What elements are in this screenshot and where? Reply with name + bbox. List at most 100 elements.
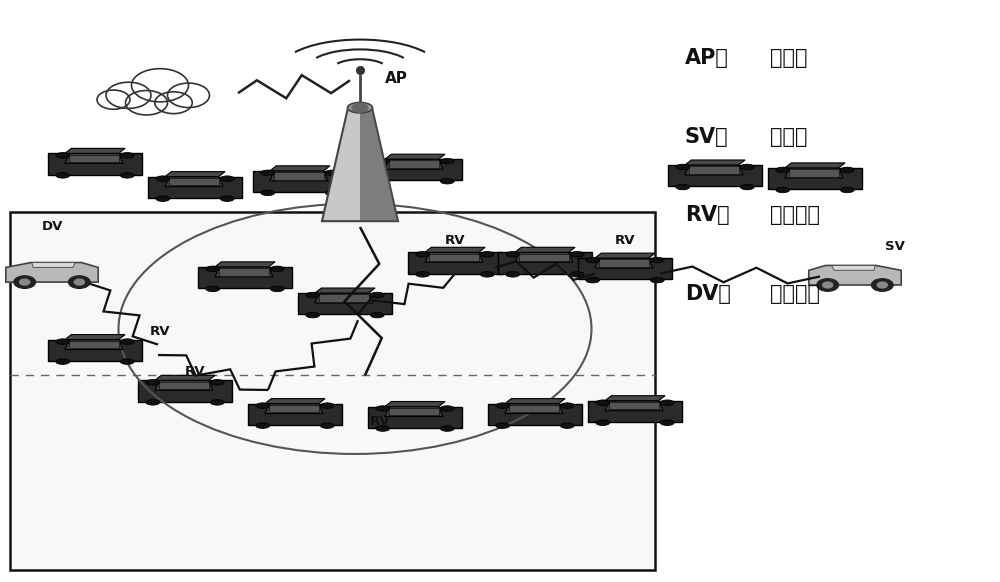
Polygon shape [429,254,479,261]
Polygon shape [425,247,485,253]
Ellipse shape [120,339,134,345]
Ellipse shape [320,423,334,428]
Text: RV: RV [185,365,205,378]
Ellipse shape [156,176,170,182]
Text: SV: SV [885,240,905,253]
Ellipse shape [220,176,234,182]
Ellipse shape [325,170,339,176]
Polygon shape [595,253,655,258]
Polygon shape [65,154,123,164]
Polygon shape [519,254,569,261]
Polygon shape [138,381,232,402]
Ellipse shape [496,403,510,409]
Ellipse shape [480,272,494,277]
Circle shape [14,276,36,289]
Text: RV: RV [445,235,465,247]
Polygon shape [578,258,672,279]
Circle shape [132,69,188,102]
Circle shape [877,282,887,288]
Ellipse shape [376,158,390,164]
Polygon shape [248,404,342,425]
Ellipse shape [560,423,574,428]
Circle shape [74,279,84,285]
Circle shape [20,279,30,285]
Text: 目的车辆: 目的车辆 [770,284,820,304]
Ellipse shape [348,102,372,113]
Polygon shape [368,159,462,180]
Polygon shape [599,260,649,267]
Ellipse shape [440,179,454,184]
Ellipse shape [506,272,520,277]
Polygon shape [155,381,213,391]
Ellipse shape [56,359,70,364]
Ellipse shape [206,266,220,272]
Ellipse shape [270,266,284,272]
Ellipse shape [506,251,520,257]
Circle shape [871,279,893,292]
Polygon shape [265,404,323,414]
Polygon shape [785,168,843,178]
Polygon shape [215,267,273,277]
Ellipse shape [120,359,134,364]
Polygon shape [509,405,559,413]
Polygon shape [385,159,443,169]
Ellipse shape [596,420,610,425]
Polygon shape [48,154,142,175]
Polygon shape [515,247,575,253]
Text: DV: DV [41,220,63,233]
Ellipse shape [210,379,224,385]
Text: AP: AP [385,71,408,86]
Ellipse shape [740,184,754,190]
Polygon shape [270,171,328,181]
Polygon shape [319,294,369,302]
Polygon shape [385,402,445,406]
Ellipse shape [56,152,70,158]
Polygon shape [65,148,125,154]
Polygon shape [685,165,743,175]
Circle shape [97,90,130,109]
Polygon shape [389,408,439,416]
Polygon shape [408,253,502,274]
Ellipse shape [660,400,674,406]
Text: 中继车辆: 中继车辆 [770,205,820,225]
Polygon shape [69,155,119,162]
Polygon shape [148,177,242,198]
Polygon shape [768,168,862,189]
Polygon shape [685,160,745,165]
Polygon shape [668,165,762,186]
Text: RV: RV [615,235,635,247]
Ellipse shape [206,286,220,292]
Text: 源车辆: 源车辆 [770,127,808,147]
Polygon shape [65,335,125,339]
Polygon shape [488,404,582,425]
Circle shape [817,279,839,292]
Ellipse shape [740,164,754,170]
Ellipse shape [376,406,390,411]
Polygon shape [515,253,573,262]
Polygon shape [360,108,398,221]
Text: AP：: AP： [685,48,729,68]
Ellipse shape [320,403,334,409]
Polygon shape [689,166,739,174]
Ellipse shape [676,164,690,170]
Text: SV：: SV： [685,127,729,147]
Polygon shape [6,262,98,282]
Polygon shape [165,177,223,187]
Polygon shape [32,262,75,268]
Circle shape [352,103,368,112]
Ellipse shape [496,423,510,428]
Polygon shape [785,163,845,168]
Polygon shape [605,396,665,400]
Ellipse shape [376,426,390,431]
Polygon shape [69,341,119,349]
Polygon shape [605,400,663,411]
Polygon shape [65,339,123,350]
Ellipse shape [261,170,275,176]
Ellipse shape [776,167,790,173]
Ellipse shape [776,187,790,193]
Polygon shape [215,262,275,267]
Ellipse shape [261,190,275,196]
Ellipse shape [840,187,854,193]
Ellipse shape [220,196,234,201]
Polygon shape [165,172,225,177]
